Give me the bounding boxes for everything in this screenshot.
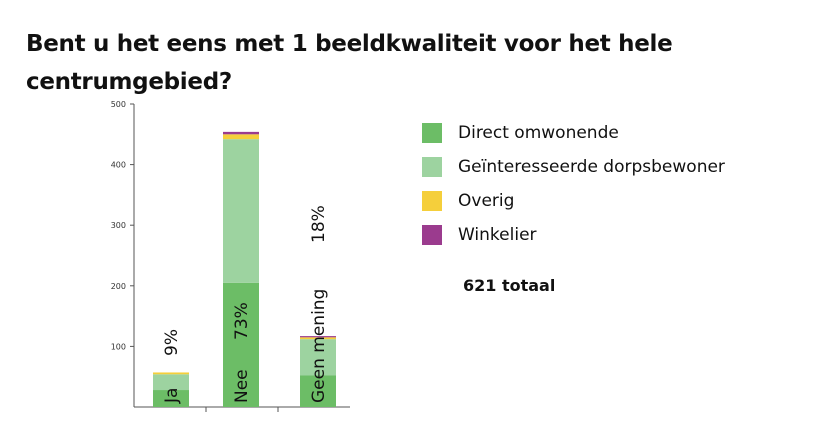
legend-swatch [422, 123, 442, 143]
y-tick-label: 300 [111, 221, 126, 230]
legend-label: Direct omwonende [458, 123, 619, 143]
chart-title: Bent u het eens met 1 beeldkwaliteit voo… [26, 31, 673, 95]
legend-item-geinteresseerde-dorpsbewoner: Geïnteresseerde dorpsbewoner [422, 150, 725, 184]
percent-label: 18% [309, 205, 329, 243]
y-tick-label: 500 [111, 100, 126, 109]
bar-segment [223, 131, 259, 135]
legend-item-direct-omwonende: Direct omwonende [422, 116, 725, 150]
bar-segment [300, 337, 336, 340]
legend-item-winkelier: Winkelier [422, 218, 725, 252]
bar-segment [223, 134, 259, 140]
legend-swatch [422, 157, 442, 177]
y-tick-label: 100 [111, 342, 126, 351]
category-label: Nee [232, 369, 252, 403]
legend-label: Overig [458, 191, 515, 211]
category-label: Geen mening [309, 289, 329, 403]
bar-segment [300, 336, 336, 338]
bar-segment [153, 372, 189, 375]
legend-swatch [422, 225, 442, 245]
bar-segment [153, 390, 189, 407]
y-tick-label: 200 [111, 282, 126, 291]
legend: Direct omwonende Geïnteresseerde dorpsbe… [422, 116, 725, 252]
bar-segment [300, 339, 336, 376]
percent-label: 73% [232, 302, 252, 340]
bar-segment [153, 374, 189, 391]
y-tick-label: 400 [111, 161, 126, 170]
legend-item-overig: Overig [422, 184, 725, 218]
bar-segment [223, 282, 259, 407]
category-label: Ja [162, 388, 182, 404]
legend-label: Winkelier [458, 225, 537, 245]
legend-label: Geïnteresseerde dorpsbewoner [458, 157, 725, 177]
bar-segment [223, 139, 259, 283]
percent-label: 9% [162, 329, 182, 356]
bar-segment [300, 375, 336, 407]
legend-swatch [422, 191, 442, 211]
total-label: 621 totaal [463, 276, 556, 295]
